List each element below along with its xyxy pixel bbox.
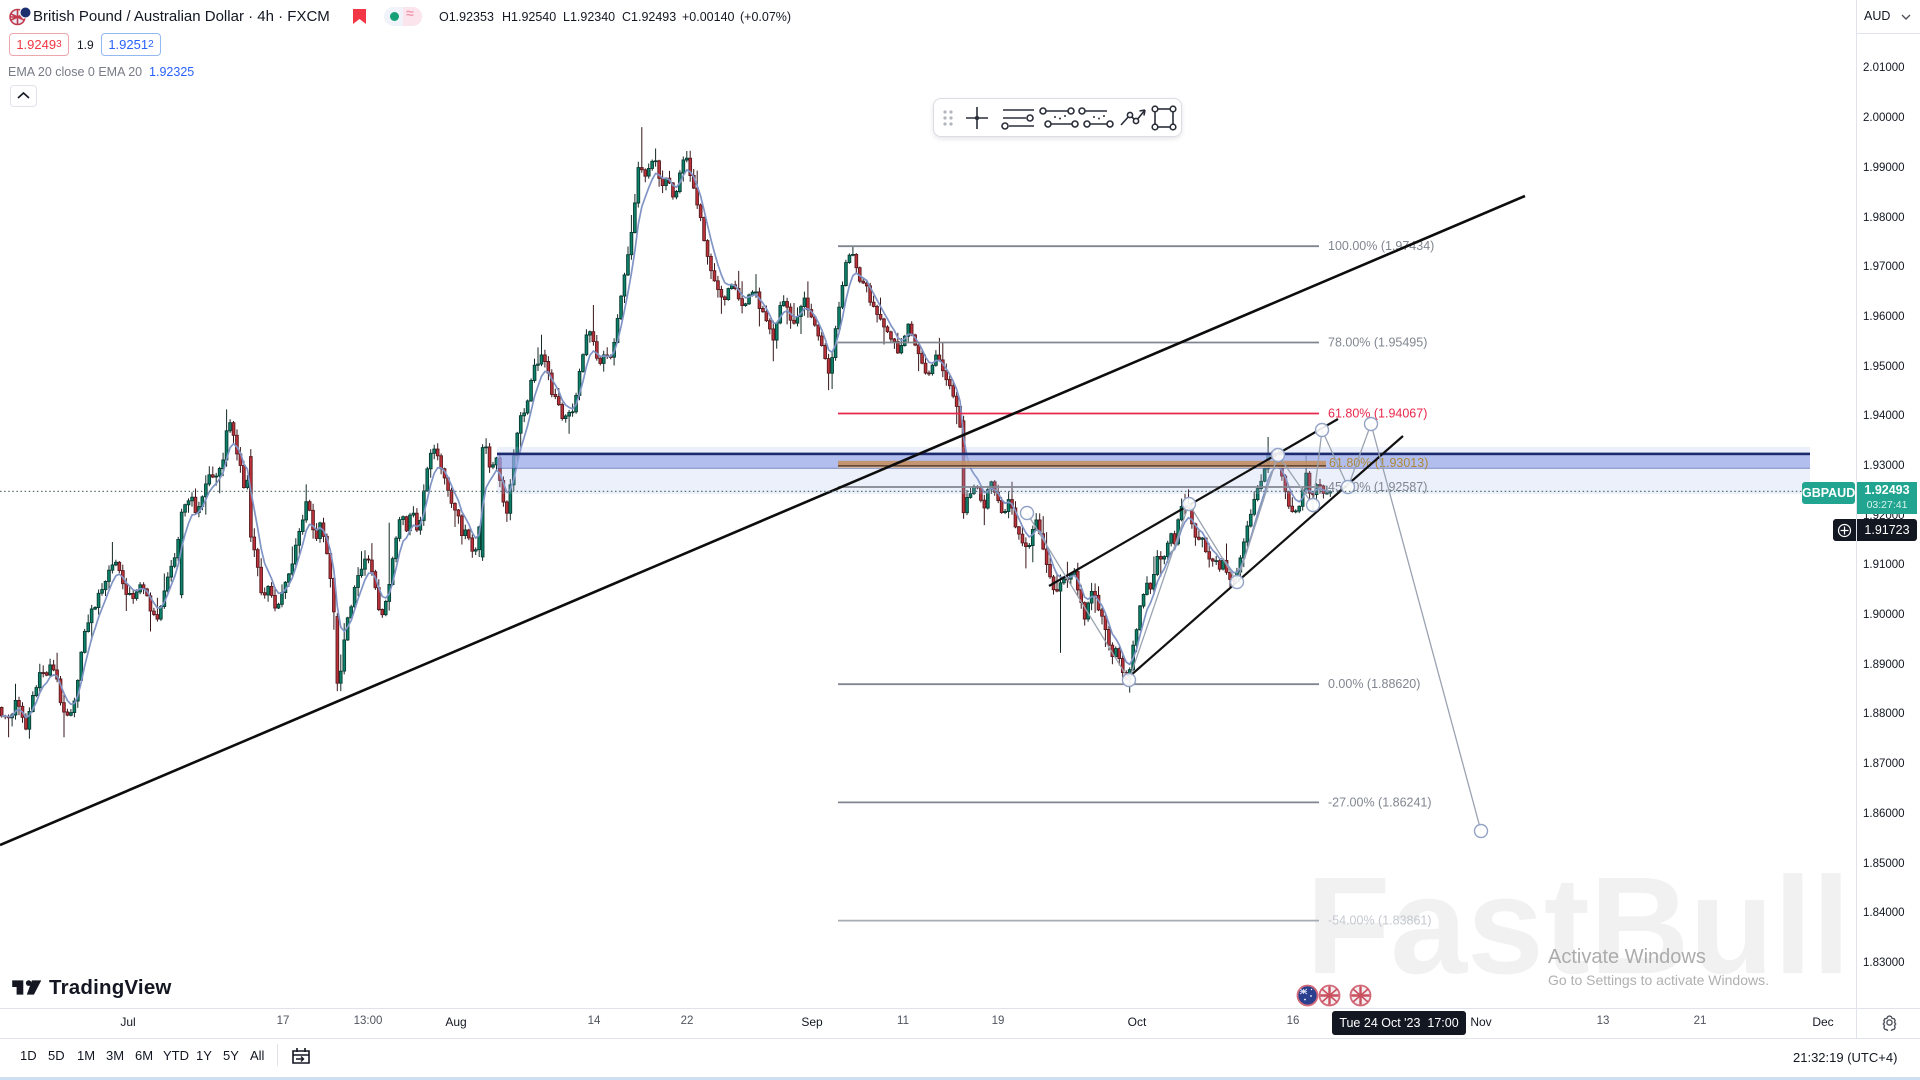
svg-text:100.00% (1.97434): 100.00% (1.97434) <box>1328 239 1434 253</box>
svg-text:-54.00% (1.83861): -54.00% (1.83861) <box>1328 914 1432 928</box>
svg-text:78.00% (1.95495): 78.00% (1.95495) <box>1328 336 1427 350</box>
svg-text:61.80% (1.93013): 61.80% (1.93013) <box>1329 456 1428 470</box>
svg-text:0.00% (1.88620): 0.00% (1.88620) <box>1328 677 1420 691</box>
svg-text:61.80% (1.94067): 61.80% (1.94067) <box>1328 407 1427 421</box>
svg-text:-27.00% (1.86241): -27.00% (1.86241) <box>1328 795 1432 809</box>
